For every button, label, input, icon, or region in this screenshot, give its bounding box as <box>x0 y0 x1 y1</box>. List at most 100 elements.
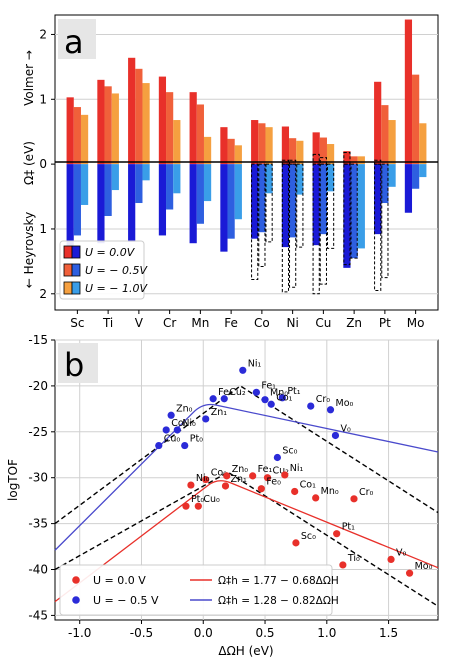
point-label: Pt₀ <box>191 494 204 505</box>
bar-volmer <box>196 104 204 165</box>
bar-volmer <box>97 79 105 165</box>
data-point <box>326 406 335 414</box>
dashed-bar-outline <box>296 163 304 248</box>
legend-marker-b <box>72 576 80 584</box>
legend-swatch-volmer <box>63 245 73 259</box>
fit-line <box>54 403 439 551</box>
bar-volmer <box>189 92 197 165</box>
data-point <box>339 561 347 569</box>
data-point <box>405 569 414 577</box>
data-point <box>312 494 320 502</box>
data-point <box>220 395 228 403</box>
panel-label-a: a <box>64 23 84 61</box>
legend-swatch-volmer <box>63 263 73 277</box>
bar-heyrovsky <box>66 164 74 252</box>
bar-volmer <box>326 144 335 165</box>
bar-volmer <box>220 127 228 165</box>
data-point <box>263 474 272 482</box>
point-label: Zn₀ <box>232 464 249 475</box>
bar-heyrovsky <box>319 164 327 235</box>
bar-volmer <box>158 76 167 165</box>
point-label: Cr₀ <box>316 394 331 405</box>
data-point <box>292 539 300 547</box>
y-tick-label-b: -40 <box>28 563 48 577</box>
y-tick-label-a: 1 <box>39 92 47 106</box>
y-tick-label-b: -15 <box>28 333 48 347</box>
bar-volmer <box>357 156 365 165</box>
bar-heyrovsky <box>374 164 382 235</box>
bar-heyrovsky <box>128 164 136 242</box>
bar-volmer <box>265 127 273 165</box>
bar-heyrovsky <box>281 164 290 248</box>
dashed-bar-outline <box>312 153 320 165</box>
ylabel-volmer: Volmer → <box>22 50 36 106</box>
x-tick-label-b: 1.5 <box>379 626 398 640</box>
data-point <box>162 426 170 434</box>
bar-volmer <box>80 114 89 165</box>
point-label: Ni₁ <box>290 463 304 474</box>
data-point <box>182 502 190 510</box>
data-point <box>387 555 395 564</box>
x-tick-label-b: 1.0 <box>317 626 336 640</box>
y-tick-label-a: 1 <box>39 222 47 236</box>
legend-marker-b <box>72 596 80 604</box>
point-label: Co₁ <box>300 479 316 490</box>
point-label: Fe₀ <box>266 477 281 488</box>
xlabel-b: ΔΩH (eV) <box>218 644 273 658</box>
bar-heyrovsky <box>196 164 204 224</box>
x-tick-label-b: 0.0 <box>194 626 213 640</box>
data-point <box>187 481 195 489</box>
bar-heyrovsky <box>265 164 273 194</box>
x-tick-label-a: Pt <box>379 316 391 330</box>
bar-volmer <box>343 151 351 165</box>
bar-volmer <box>227 138 235 165</box>
point-label: Pt₁ <box>287 386 300 397</box>
bar-heyrovsky <box>234 164 242 220</box>
bar-volmer <box>412 74 420 165</box>
point-label: Zn₁ <box>230 474 247 485</box>
bar-volmer <box>203 136 212 165</box>
dashed-bar-outline <box>251 163 259 281</box>
dashed-bar-outline <box>281 163 290 293</box>
x-tick-label-a: Cr <box>163 316 176 330</box>
point-label: Sc₀ <box>282 446 297 457</box>
x-tick-label-a: V <box>135 316 144 330</box>
bar-volmer <box>319 137 327 165</box>
x-tick-label-a: Sc <box>70 316 84 330</box>
bar-heyrovsky <box>251 164 259 239</box>
legend-marker-label-b: U = 0.0 V <box>93 574 146 587</box>
dashed-bar-outline <box>319 157 327 165</box>
legend-swatch-heyrovsky <box>71 263 81 277</box>
bar-volmer <box>350 156 358 165</box>
bar-heyrovsky <box>135 164 143 204</box>
point-label: Cu₂ <box>273 466 290 477</box>
bar-heyrovsky <box>357 164 365 249</box>
ylabel-heyrovsky: ← Heyrovsky <box>22 212 36 288</box>
data-point <box>261 396 269 404</box>
legend-a: U = 0.0V U = − 0.5V U = − 1.0V <box>59 240 148 300</box>
panel-label-b: b <box>64 346 84 384</box>
legend-swatch-volmer <box>63 281 73 295</box>
point-label: Cr₀ <box>359 487 374 498</box>
legend-marker-label-b: U = − 0.5 V <box>93 594 159 607</box>
point-label: Co₀ <box>171 418 187 429</box>
bar-volmer <box>381 105 389 165</box>
point-label: Ti₀ <box>347 553 360 564</box>
point-label: Ni₀ <box>182 418 196 429</box>
x-tick-label-a: Cu <box>315 316 331 330</box>
bar-volmer <box>388 120 396 165</box>
x-tick-label-a: Zn <box>346 316 362 330</box>
x-tick-label-a: Ti <box>102 316 113 330</box>
bar-volmer <box>142 83 150 165</box>
x-tick-label-a: Co <box>254 316 270 330</box>
bar-heyrovsky <box>80 164 89 205</box>
data-point <box>307 402 315 410</box>
dashed-bar-outline <box>258 163 266 268</box>
bar-volmer <box>419 123 427 165</box>
x-tick-label-b: -1.0 <box>68 626 91 640</box>
bar-heyrovsky <box>173 164 181 194</box>
point-label: Mo₀ <box>336 398 354 409</box>
data-point <box>173 426 181 434</box>
x-tick-label-a: Fe <box>224 316 238 330</box>
